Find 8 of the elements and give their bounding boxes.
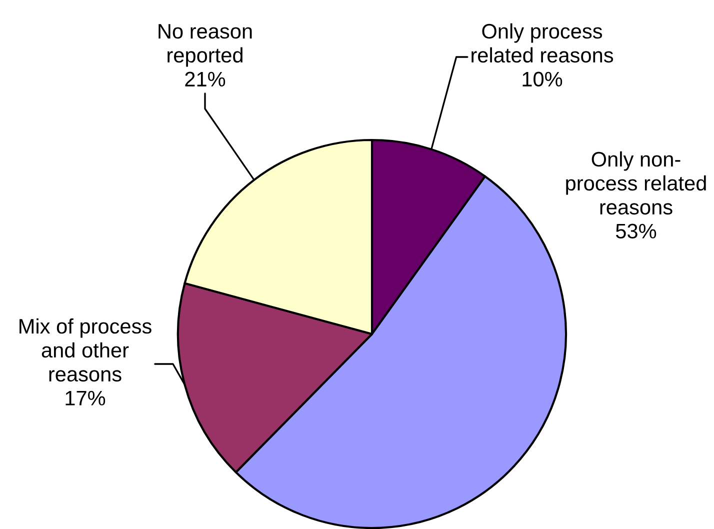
slice-label: Only non- process related reasons [566,151,706,215]
slice-label: No reason reported [158,24,252,67]
data-label: 53% [616,224,656,239]
data-label: 10% [522,72,562,87]
data-label: 21% [185,72,226,86]
slice-label: Only process related reasons [472,23,614,63]
slice-label: Mix of process and other reasons [20,318,152,382]
data-label: 17% [66,390,106,406]
